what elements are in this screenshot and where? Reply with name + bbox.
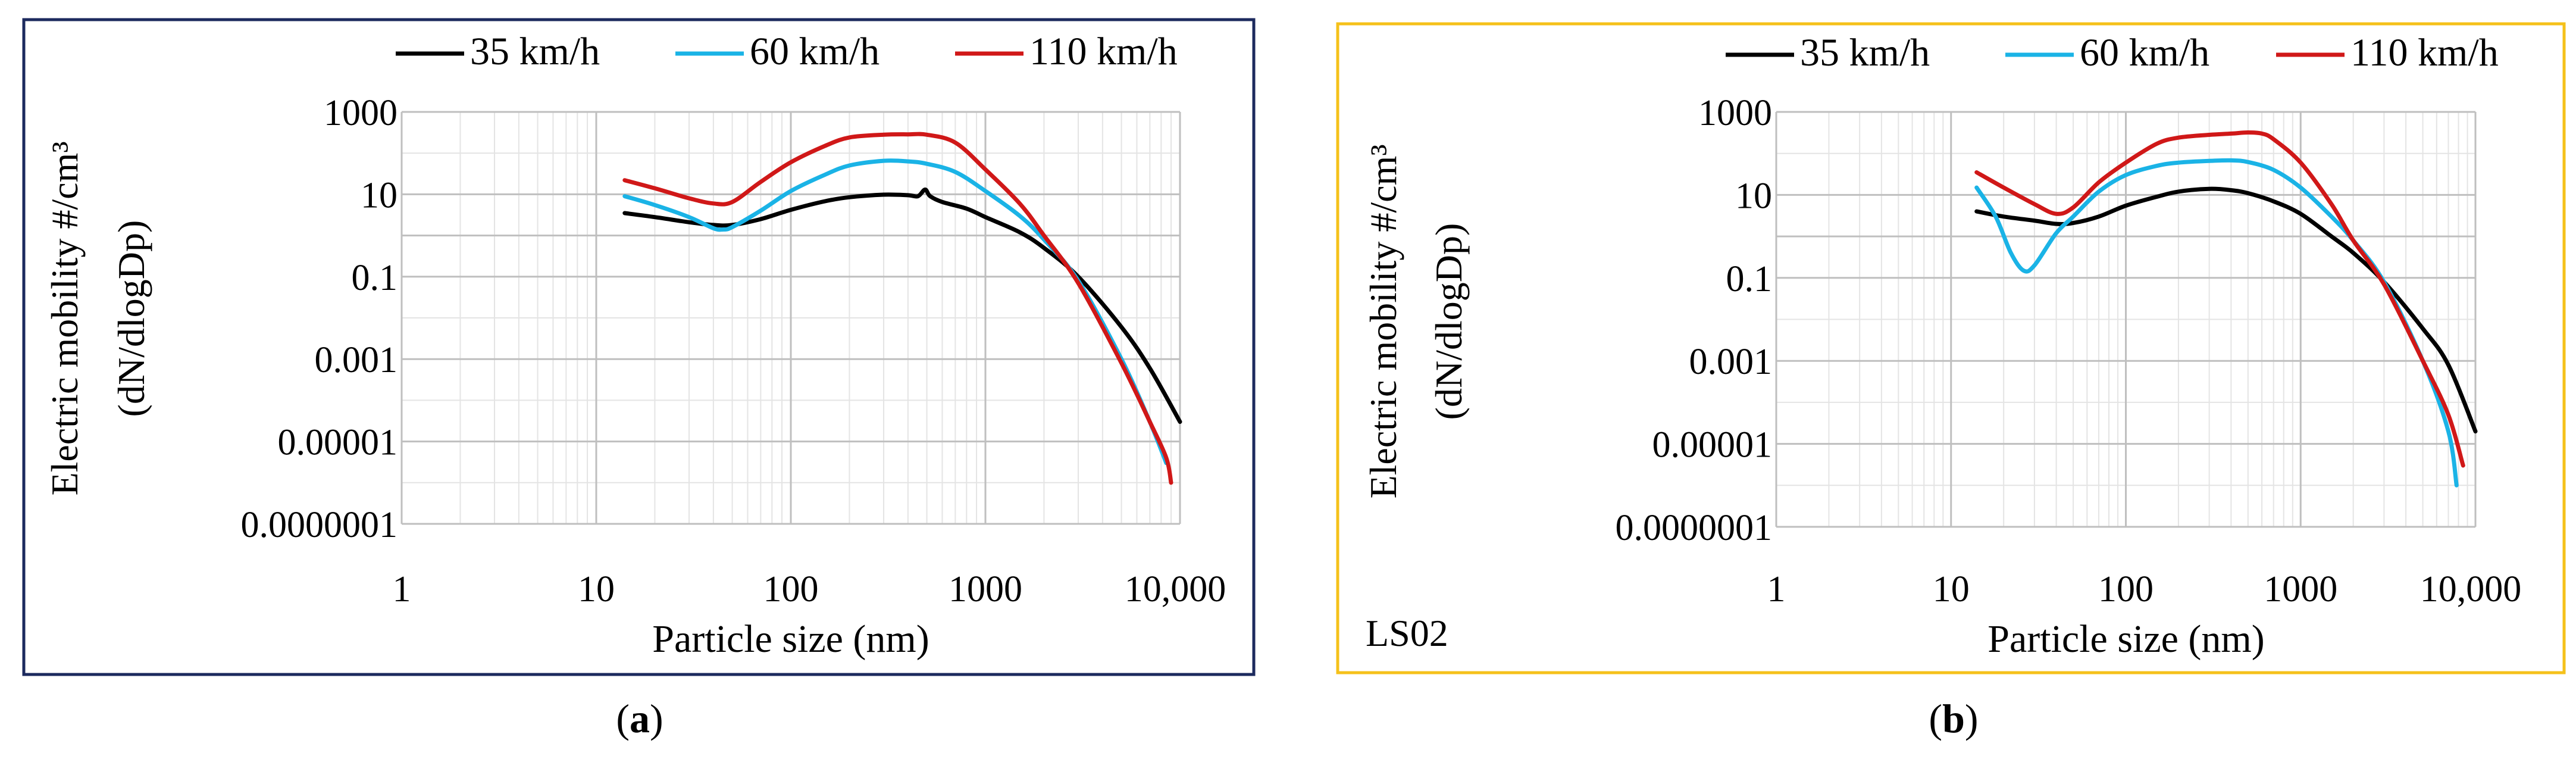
major-gridlines (400, 111, 1181, 525)
x-tick-label: 1 (1767, 569, 1786, 610)
legend: 35 km/h 60 km/h 110 km/h (1726, 31, 2499, 74)
x-tick-label: 10,000 (1125, 569, 1226, 610)
x-tick-label: 10 (1933, 569, 1970, 610)
legend-entry: 60 km/h (750, 30, 879, 73)
legend-entry: 110 km/h (1029, 30, 1178, 73)
y-axis-label-line2: (dN/dlogDp) (110, 220, 152, 417)
series-line-110-km-h (622, 132, 1173, 485)
chart-panel-b: 1000 10 0.1 0.001 0.00001 0.0000001 1 10 100 1000… (1336, 22, 2566, 741)
x-tick-label: 100 (763, 569, 819, 610)
legend-entry: 110 km/h (2350, 31, 2499, 74)
series-line-35-km-h (622, 188, 1182, 424)
x-tick-label: 10,000 (2420, 569, 2522, 610)
series-line-35-km-h (1974, 186, 2478, 434)
series-line-110-km-h (1974, 130, 2465, 468)
panel-frame (1336, 22, 2566, 674)
y-tick-label: 0.00001 (278, 423, 398, 463)
panel-caption: (a) (616, 696, 663, 741)
y-axis-label-line1: Electric mobility #/cm³ (43, 141, 86, 495)
chart-panel-a: 1000 10 0.1 0.001 0.00001 0.0000001 1 10 100 1000… (22, 18, 1256, 741)
y-tick-label: 1000 (1698, 93, 1772, 133)
y-tick-label: 10 (1735, 176, 1772, 216)
panel-tag: LS02 (1366, 612, 1448, 654)
y-tick-label: 0.1 (1726, 259, 1773, 299)
legend: 35 km/h 60 km/h 110 km/h (396, 30, 1178, 73)
y-tick-label: 0.00001 (1652, 425, 1773, 466)
legend-entry: 35 km/h (470, 30, 600, 73)
panel-caption: (b) (1929, 696, 1978, 741)
x-axis-label: Particle size (nm) (652, 617, 929, 661)
y-axis-label-line2: (dN/dlogDp) (1428, 223, 1470, 420)
y-tick-label: 1000 (324, 93, 397, 133)
y-tick-label: 0.001 (1689, 342, 1773, 382)
legend-entry: 35 km/h (1800, 31, 1930, 74)
y-tick-label: 0.1 (352, 258, 398, 298)
y-tick-label: 0.0000001 (241, 505, 398, 545)
x-tick-label: 10 (578, 569, 615, 610)
x-tick-label: 100 (2098, 569, 2154, 610)
y-tick-label: 0.001 (315, 340, 398, 380)
y-axis-label-line1: Electric mobility #/cm³ (1362, 144, 1404, 498)
x-tick-label: 1000 (2264, 569, 2337, 610)
y-tick-label: 10 (361, 175, 397, 215)
panel-frame (22, 18, 1256, 676)
legend-entry: 60 km/h (2080, 31, 2209, 74)
major-gridlines (1775, 111, 2477, 528)
y-tick-label: 0.0000001 (1616, 508, 1773, 548)
x-tick-label: 1000 (949, 569, 1022, 610)
x-tick-label: 1 (393, 569, 411, 610)
x-axis-label: Particle size (nm) (1987, 617, 2264, 661)
